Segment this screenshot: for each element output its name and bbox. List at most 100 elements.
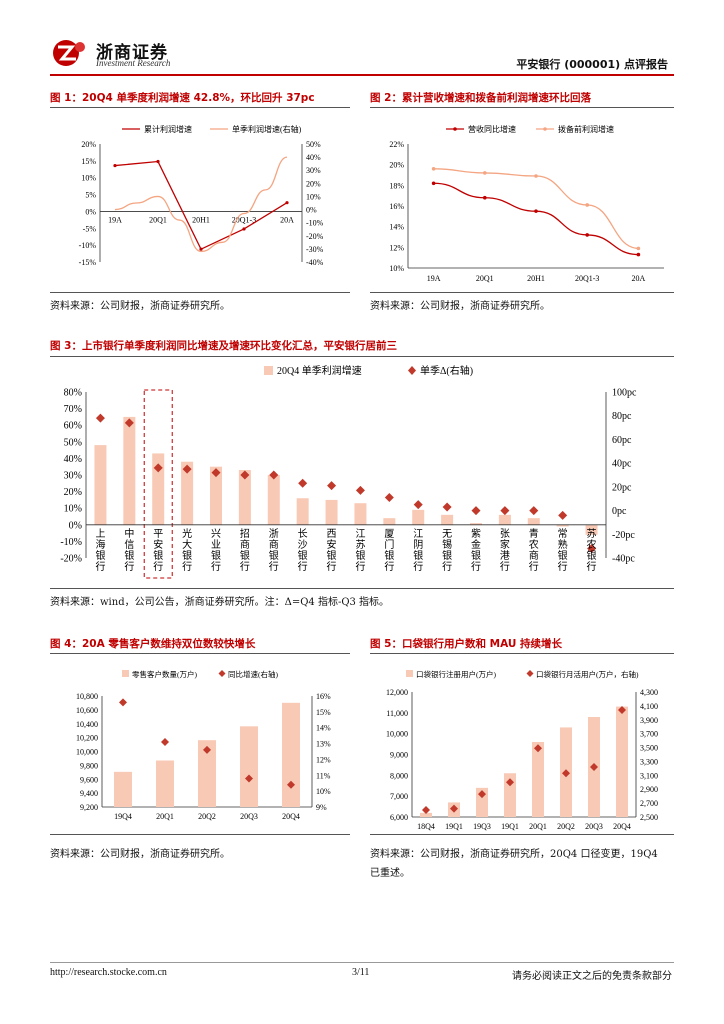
fig3-x-tick-char: 商 <box>240 538 250 551</box>
fig3-x-tick-char: 安 <box>327 538 337 551</box>
fig1-series-cumulative-point <box>242 227 246 231</box>
fig4-diamond <box>245 774 253 783</box>
fig1-y-left-tick: 5% <box>85 191 96 200</box>
fig3-title-rule <box>50 356 674 357</box>
fig3-x-tick-char: 银 <box>182 549 192 562</box>
fig5-y-left-tick: 7,000 <box>390 792 408 801</box>
fig2-series-point-2 <box>585 203 589 207</box>
fig3-diamond <box>529 506 539 516</box>
fig3-x-tick-char: 紫 <box>471 528 481 540</box>
fig2-y-tick: 18% <box>389 181 404 190</box>
fig3-diamond <box>269 470 279 480</box>
fig5-diamond <box>534 744 542 753</box>
fig3-bar <box>238 470 251 525</box>
fig3-x-tick-char: 银 <box>95 549 105 562</box>
fig3-x-tick-char: 青 <box>529 527 539 540</box>
fig3-bar <box>123 416 136 525</box>
fig1-y-right-tick: 30% <box>306 166 321 175</box>
fig3-x-tick-char: 兴 <box>211 528 221 540</box>
fig5-y-right-tick: 3,700 <box>640 730 658 739</box>
fig5-y-right-tick: 4,100 <box>640 702 658 711</box>
fig3-bar <box>585 524 598 535</box>
fig5-y-right-tick: 2,900 <box>640 785 658 794</box>
fig4-x-tick: 20Q3 <box>240 812 258 821</box>
fig3-bar <box>267 475 280 525</box>
fig3-x-tick-char: 农 <box>529 538 539 551</box>
fig1-legend-label-2: 单季利润增速(右轴) <box>232 124 302 134</box>
fig5-x-tick: 20Q1 <box>529 822 547 831</box>
fig1-y-right-tick: -40% <box>306 258 324 267</box>
fig3-x-tick-char: 银 <box>298 549 308 562</box>
fig2-y-tick: 12% <box>389 243 404 252</box>
fig3-x-tick-char: 上 <box>95 528 105 540</box>
fig3-bar <box>181 461 194 525</box>
fig5-y-right-tick: 3,300 <box>640 757 658 766</box>
fig2-source: 资料来源：公司财报，浙商证券研究所。 <box>370 301 550 312</box>
fig1-y-right-tick: 20% <box>306 179 321 188</box>
fig3-x-tick-char: 苏 <box>587 527 597 540</box>
fig3-y-left-tick: 40% <box>64 454 82 465</box>
fig3-diamond <box>471 506 481 516</box>
fig2-title-rule <box>370 107 674 108</box>
fig3-x-tick-char: 银 <box>240 549 250 562</box>
fig5-title: 图 5：口袋银行用户数和 MAU 持续增长 <box>370 638 563 650</box>
fig5-y-right-tick: 3,500 <box>640 744 658 753</box>
fig4-y-right-tick: 9% <box>316 803 327 812</box>
footer-url[interactable]: http://research.stocke.com.cn <box>50 967 167 978</box>
fig2-y-tick: 14% <box>389 223 404 232</box>
fig4-bar <box>114 771 132 807</box>
fig4-title: 图 4：20A 零售客户数维持双位数较快增长 <box>50 638 256 650</box>
fig5-y-left-tick: 8,000 <box>390 771 408 780</box>
fig3-x-tick-char: 厦 <box>384 528 394 540</box>
fig2-legend-label-2: 拨备前利润增速 <box>558 124 614 134</box>
fig5-bar <box>420 812 432 817</box>
fig3-x-tick-char: 行 <box>529 560 539 573</box>
fig3-legend-swatch-bar <box>264 366 273 375</box>
fig3-title: 图 3：上市银行单季度利润同比增速及增速环比变化汇总，平安银行居前三 <box>50 340 397 352</box>
fig5-x-tick: 20Q3 <box>585 822 603 831</box>
fig4-y-right-tick: 13% <box>316 740 331 749</box>
footer-page-number: 3/11 <box>352 967 370 978</box>
fig1-source: 资料来源：公司财报，浙商证券研究所。 <box>50 301 230 312</box>
fig5-diamond <box>422 806 430 815</box>
fig3-bottom-rule <box>50 588 674 589</box>
fig3-bar <box>383 518 396 525</box>
fig4-bar <box>198 740 216 807</box>
fig5-x-tick: 19Q1 <box>501 822 519 831</box>
fig5-y-left-tick: 12,000 <box>386 688 408 697</box>
fig1-y-right-tick: -20% <box>306 232 324 241</box>
fig5-y-left-tick: 10,000 <box>386 730 408 739</box>
fig3-y-left-tick: 0% <box>69 520 82 531</box>
fig3-x-tick-char: 银 <box>471 549 481 562</box>
fig3-x-tick-char: 金 <box>471 538 481 551</box>
fig4-legend-label-bar: 零售客户数量(万户) <box>132 669 197 679</box>
fig1-y-right-tick: -30% <box>306 245 324 254</box>
fig3-x-tick-char: 常 <box>558 527 568 540</box>
fig2-series-point-1 <box>483 195 487 200</box>
fig4-y-left-tick: 10,200 <box>76 734 98 743</box>
fig4-y-right-tick: 12% <box>316 755 331 764</box>
brand-name: 浙商证券 <box>96 43 168 63</box>
fig3-highlight-box <box>143 389 173 579</box>
fig4-legend-label-diamond: 同比增速(右轴) <box>228 669 278 679</box>
fig2-series-line-2 <box>433 168 639 250</box>
brand-logo <box>50 37 92 69</box>
fig3-x-tick-char: 长 <box>298 528 308 540</box>
fig1-y-right-tick: 10% <box>306 192 321 201</box>
fig3-x-tick-char: 银 <box>384 549 394 562</box>
fig5-y-right-tick: 2,500 <box>640 813 658 822</box>
fig4-y-left-tick: 10,000 <box>76 748 98 757</box>
fig1-y-right-tick: -10% <box>306 219 324 228</box>
fig1-bottom-rule <box>50 292 350 293</box>
fig3-x-tick-char: 沙 <box>298 539 308 551</box>
fig3-bar <box>152 453 165 525</box>
fig5-bottom-rule <box>370 834 674 835</box>
fig3-x-tick-char: 行 <box>153 560 163 573</box>
fig3-x-tick-char: 行 <box>182 560 192 573</box>
fig3-x-tick-char: 招 <box>240 527 250 540</box>
fig4-y-left-tick: 9,200 <box>80 803 98 812</box>
fig2-y-tick: 22% <box>389 140 404 149</box>
fig2-y-tick: 20% <box>389 161 404 170</box>
fig1-y-left-tick: 15% <box>81 157 96 166</box>
fig3-x-tick-char: 西 <box>327 529 337 540</box>
